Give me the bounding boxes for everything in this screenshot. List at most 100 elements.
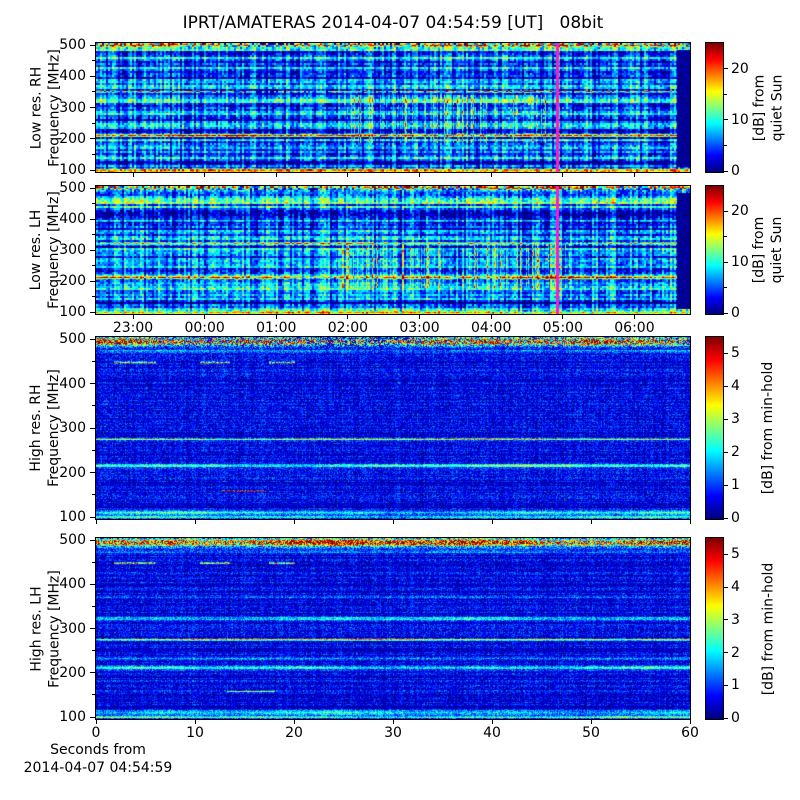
tick-mark xyxy=(724,312,728,314)
tick-mark xyxy=(275,173,277,177)
tick-mark xyxy=(689,720,691,724)
y-tick-label: 400 xyxy=(59,68,86,85)
time-tick-label: 02:00 xyxy=(327,320,369,336)
tick-mark-minor xyxy=(92,694,95,696)
tick-mark xyxy=(132,173,134,177)
tick-mark xyxy=(90,249,95,251)
seconds-tick-label: 50 xyxy=(582,725,600,741)
tick-mark xyxy=(724,652,728,654)
tick-mark xyxy=(90,472,95,473)
x-axis-title: Seconds from 2014-04-07 04:54:59 xyxy=(17,741,179,777)
tick-mark xyxy=(95,520,97,524)
colorbar-canvas-low-res-rh xyxy=(706,43,723,172)
tick-mark-minor xyxy=(92,153,95,155)
seconds-tick-label: 40 xyxy=(483,725,501,741)
tick-mark xyxy=(724,261,728,263)
tick-mark xyxy=(419,315,421,319)
tick-mark-minor xyxy=(92,360,95,362)
tick-mark xyxy=(132,315,134,319)
tick-mark xyxy=(90,280,95,282)
x-axis-title-line2: 2014-04-07 04:54:59 xyxy=(23,760,173,776)
tick-mark xyxy=(90,583,95,585)
tick-mark xyxy=(633,173,635,177)
tick-mark-minor xyxy=(92,296,95,297)
tick-mark-minor xyxy=(724,236,727,238)
colorbar-label-high-res-rh: [dB] from min-hold xyxy=(759,322,777,534)
tick-mark xyxy=(90,539,95,541)
time-tick-label: 01:00 xyxy=(256,320,297,336)
colorbar-tick-label: 1 xyxy=(731,677,740,694)
tick-mark xyxy=(90,138,95,140)
y-tick-label: 100 xyxy=(59,304,86,320)
spectrogram-canvas-low-res-rh xyxy=(96,43,690,172)
colorbar-tick-label: 10 xyxy=(731,254,749,271)
colorbar-canvas-low-res-lh xyxy=(706,186,723,314)
colorbar-label-low-res-rh: [dB] from quiet Sun xyxy=(750,28,786,187)
tick-mark xyxy=(194,720,196,724)
tick-mark xyxy=(633,315,635,319)
time-tick-label: 03:00 xyxy=(399,320,440,336)
tick-mark xyxy=(724,385,728,387)
y-tick-label: 500 xyxy=(59,37,86,53)
tick-mark xyxy=(724,553,728,555)
tick-mark xyxy=(689,520,691,524)
tick-mark xyxy=(90,716,95,718)
tick-mark xyxy=(491,720,493,724)
colorbar-high-res-lh xyxy=(705,537,724,720)
seconds-tick-label: 10 xyxy=(186,725,204,741)
colorbar-canvas-high-res-rh xyxy=(706,337,723,519)
tick-mark xyxy=(724,352,728,354)
colorbar-tick-label: 4 xyxy=(731,579,740,596)
y-tick-label: 400 xyxy=(59,211,86,227)
time-tick-label: 00:00 xyxy=(184,320,225,336)
spectrogram-panel-low-res-rh xyxy=(95,42,691,173)
seconds-tick-label: 30 xyxy=(384,725,402,741)
colorbar-tick-label: 0 xyxy=(731,305,740,321)
tick-mark xyxy=(491,520,493,524)
tick-mark-minor xyxy=(92,203,95,204)
colorbar-tick-label: 3 xyxy=(731,411,740,428)
y-axis-label-line: Low res. RH xyxy=(28,66,44,149)
tick-mark xyxy=(347,315,349,319)
time-tick-label: 06:00 xyxy=(614,320,655,336)
y-axis-label-line: Low res. LH xyxy=(28,209,44,291)
tick-mark xyxy=(490,315,492,319)
tick-mark xyxy=(724,210,728,212)
tick-mark-minor xyxy=(92,405,95,407)
y-tick-label: 200 xyxy=(59,464,86,481)
colorbar-tick-label: 0 xyxy=(731,710,740,726)
figure-title: IPRT/AMATERAS 2014-04-07 04:54:59 [UT] 0… xyxy=(182,13,604,33)
tick-mark xyxy=(275,315,277,319)
tick-mark-minor xyxy=(92,494,95,496)
y-axis-label-line: High res. RH xyxy=(28,384,44,472)
tick-mark-minor xyxy=(724,144,727,146)
tick-mark xyxy=(293,520,295,524)
tick-mark xyxy=(194,520,196,524)
colorbar-label-low-res-lh: [dB] from quiet Sun xyxy=(750,171,786,329)
colorbar-low-res-lh xyxy=(705,185,724,315)
tick-mark-minor xyxy=(92,561,95,563)
colorbar-tick-label: 3 xyxy=(731,611,740,628)
spectrogram-panel-high-res-rh xyxy=(95,336,691,520)
colorbar-label-line: quiet Sun xyxy=(769,74,785,141)
y-tick-label: 400 xyxy=(59,576,86,593)
tick-mark xyxy=(724,451,728,453)
colorbar-label-high-res-lh: [dB] from min-hold xyxy=(759,523,777,734)
tick-mark xyxy=(724,68,728,70)
tick-mark xyxy=(590,720,592,724)
tick-mark xyxy=(724,170,728,172)
colorbar-label-line: [dB] from min-hold xyxy=(760,361,776,495)
colorbar-tick-label: 20 xyxy=(731,203,749,220)
colorbar-tick-label: 2 xyxy=(731,644,740,661)
colorbar-tick-label: 10 xyxy=(731,111,749,128)
tick-mark xyxy=(90,44,95,46)
spectrogram-panel-low-res-lh xyxy=(95,185,691,315)
tick-mark-minor xyxy=(92,122,95,124)
tick-mark xyxy=(90,107,95,108)
tick-mark-minor xyxy=(92,449,95,451)
spectrogram-canvas-high-res-lh xyxy=(96,538,690,719)
tick-mark xyxy=(724,684,728,686)
y-tick-label: 200 xyxy=(59,130,86,147)
y-tick-label: 300 xyxy=(59,620,86,637)
